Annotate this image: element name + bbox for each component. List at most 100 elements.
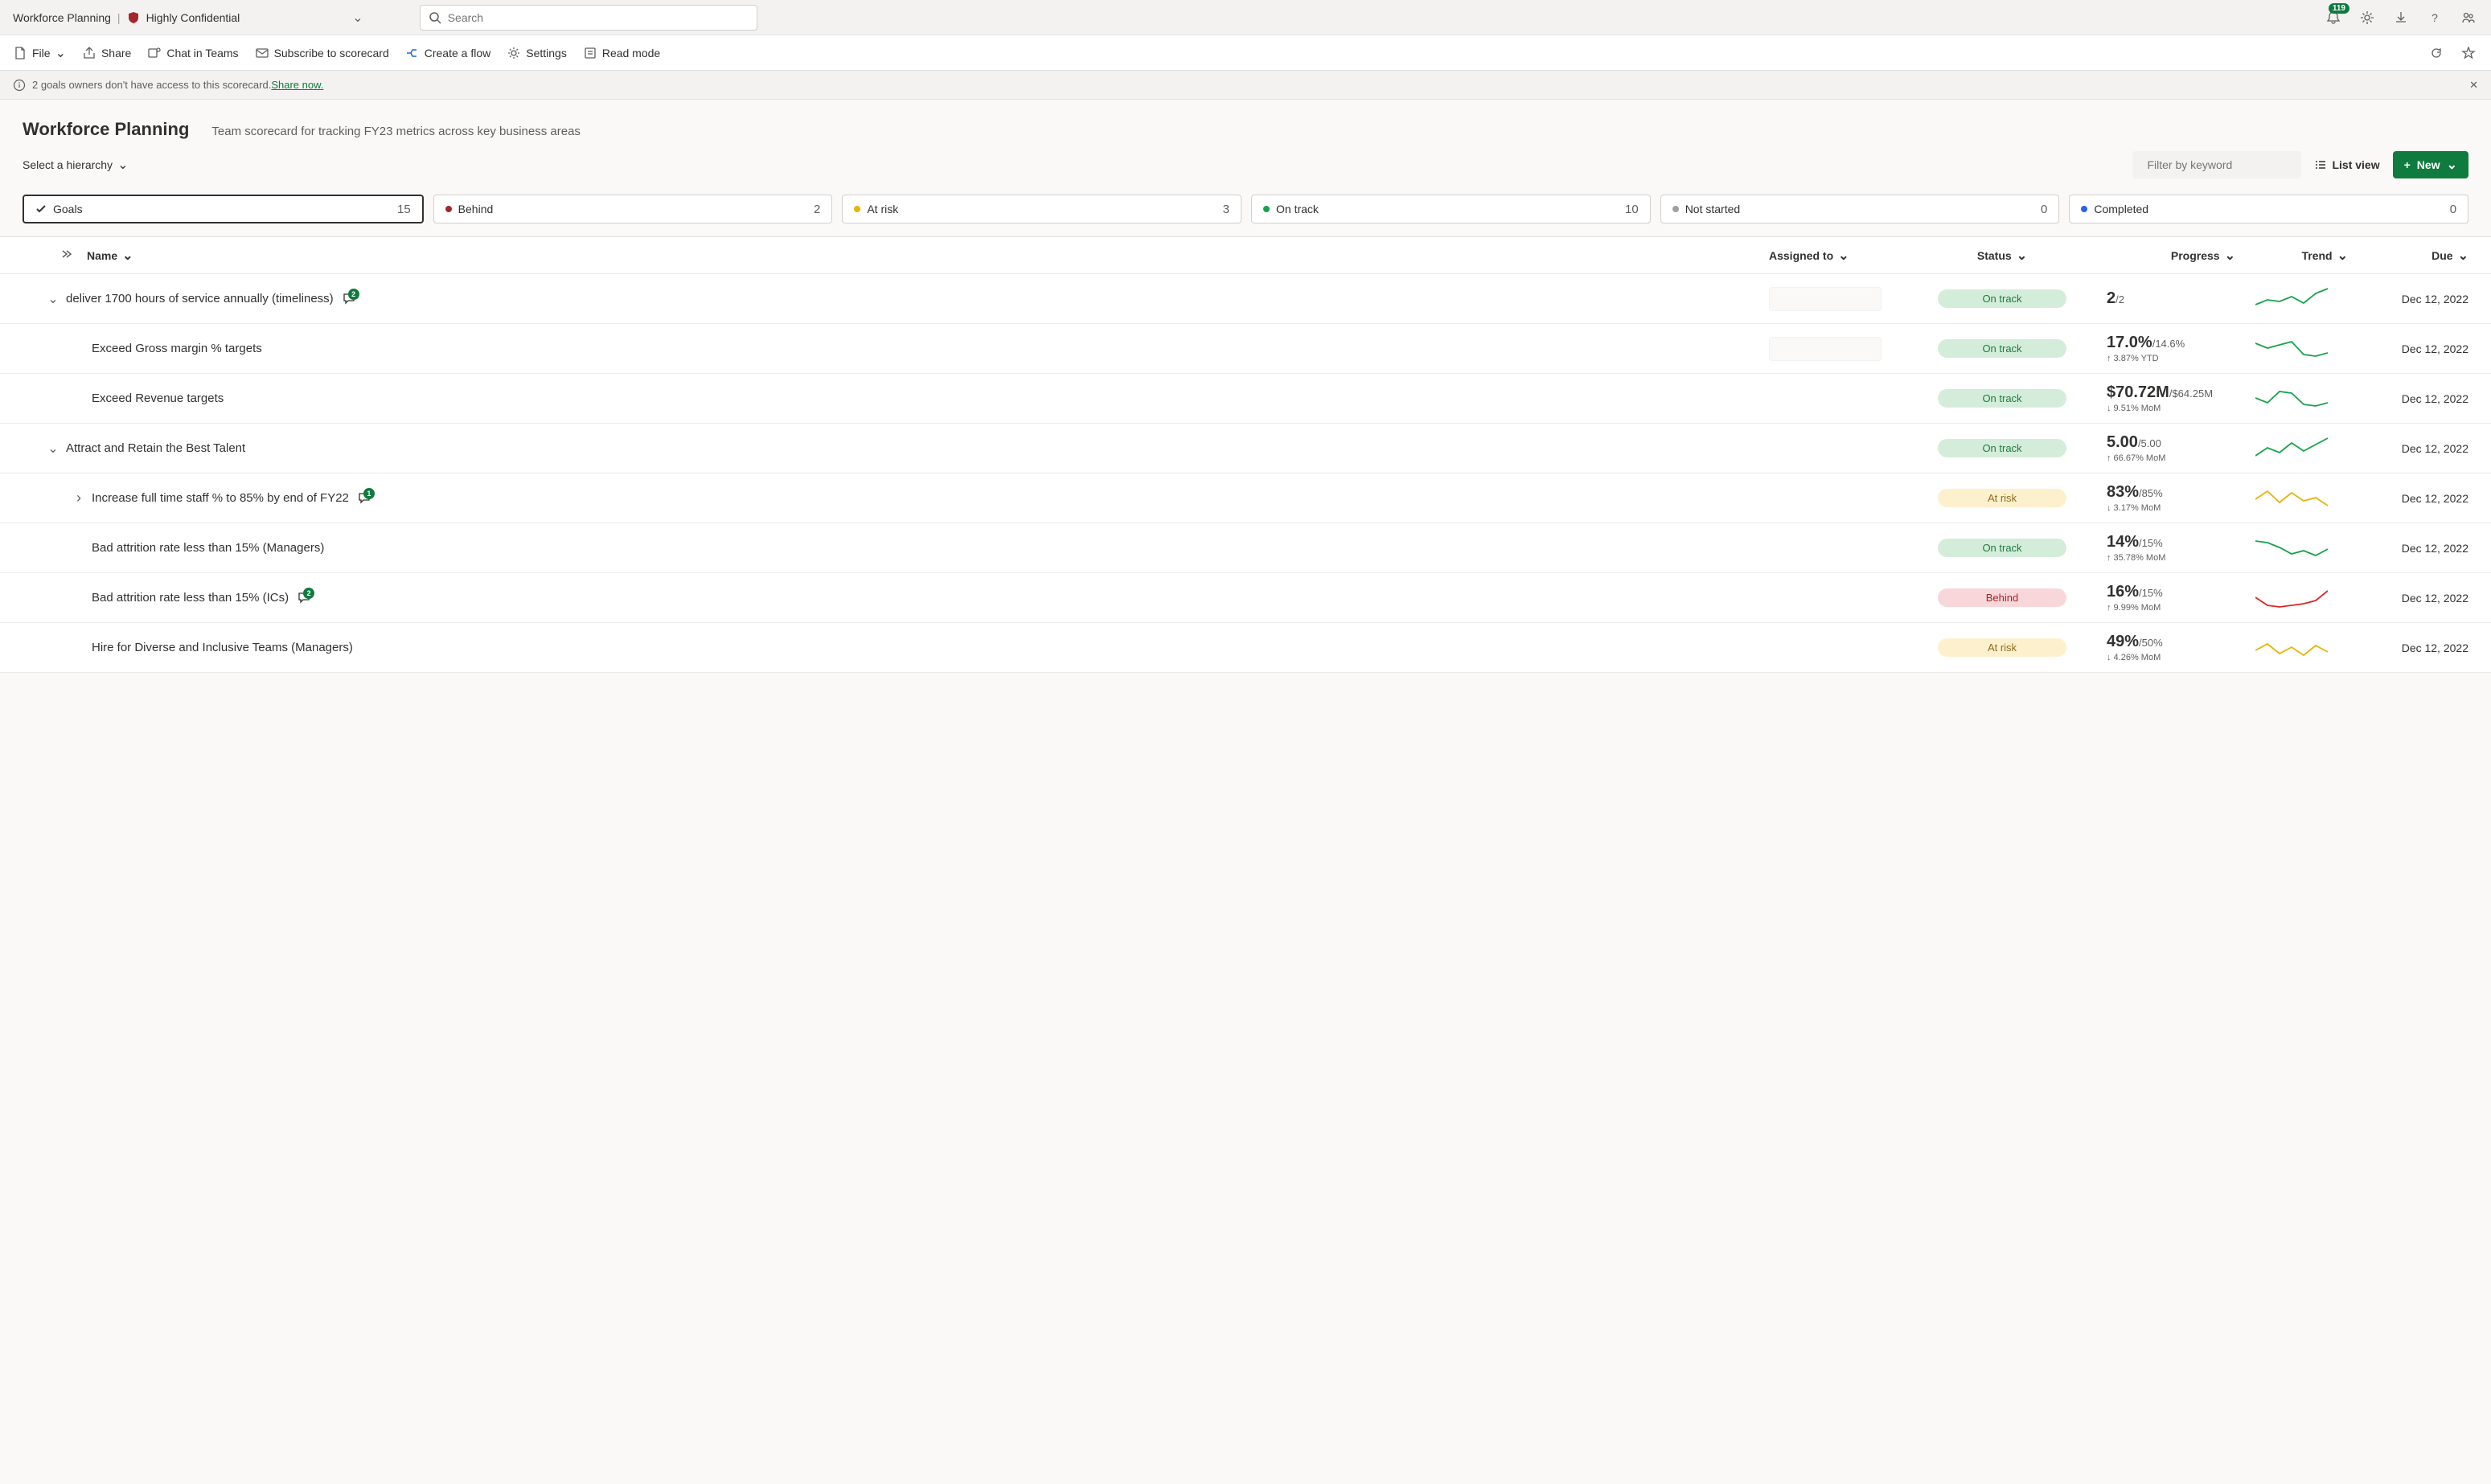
column-status[interactable]: Status <box>1922 248 2083 264</box>
search-input[interactable] <box>448 11 749 24</box>
status-card-behind[interactable]: Behind2 <box>433 195 833 223</box>
row-progress: 83%/85%↓ 3.17% MoM <box>2083 483 2235 513</box>
status-label-text: Behind <box>458 203 494 215</box>
progress-target: /85% <box>2139 487 2163 499</box>
status-label-text: On track <box>1276 203 1319 215</box>
search-box[interactable] <box>420 5 757 31</box>
table-row[interactable]: Exceed Revenue targetsOn track$70.72M/$6… <box>0 374 2491 424</box>
table-row[interactable]: Exceed Gross margin % targetsOn track17.… <box>0 324 2491 374</box>
sparkline <box>2255 536 2328 560</box>
settings-button[interactable] <box>2358 8 2377 27</box>
row-trend <box>2235 486 2348 510</box>
row-assigned <box>1769 287 1922 311</box>
filter-input[interactable] <box>2147 158 2292 171</box>
shield-icon <box>127 11 140 24</box>
status-label-text: At risk <box>867 203 898 215</box>
comment-badge[interactable]: 2 <box>297 591 311 605</box>
status-pill[interactable]: On track <box>1938 389 2066 408</box>
column-name[interactable]: Name <box>87 248 1769 264</box>
notifications-button[interactable]: 119 <box>2324 8 2343 27</box>
banner-close-button[interactable]: ✕ <box>2469 79 2478 92</box>
row-name-text[interactable]: Exceed Gross margin % targets <box>92 340 262 357</box>
status-card-at-risk[interactable]: At risk3 <box>842 195 1241 223</box>
row-name-text[interactable]: Increase full time staff % to 85% by end… <box>92 490 349 506</box>
file-menu[interactable]: File <box>13 45 66 61</box>
list-view-toggle[interactable]: List view <box>2314 158 2379 171</box>
read-mode-button[interactable]: Read mode <box>583 46 660 60</box>
status-pill[interactable]: On track <box>1938 289 2066 308</box>
row-trend <box>2235 437 2348 461</box>
row-progress: 14%/15%↑ 35.78% MoM <box>2083 533 2235 563</box>
status-card-on-track[interactable]: On track10 <box>1251 195 1651 223</box>
sparkline <box>2255 486 2328 510</box>
status-card-completed[interactable]: Completed0 <box>2069 195 2468 223</box>
row-due: Dec 12, 2022 <box>2348 642 2468 654</box>
command-bar: File Share Chat in Teams Subscribe to sc… <box>0 35 2491 71</box>
new-button[interactable]: + New <box>2393 151 2468 178</box>
progress-value: 16% <box>2107 583 2139 601</box>
avatar-placeholder[interactable] <box>1769 287 1882 311</box>
table-row[interactable]: deliver 1700 hours of service annually (… <box>0 274 2491 324</box>
row-expand-chevron[interactable] <box>40 441 66 457</box>
svg-text:?: ? <box>2431 11 2438 24</box>
banner-share-link[interactable]: Share now. <box>271 79 323 91</box>
refresh-button[interactable] <box>2427 43 2446 63</box>
table-row[interactable]: Bad attrition rate less than 15% (Manage… <box>0 523 2491 573</box>
row-name-text[interactable]: Hire for Diverse and Inclusive Teams (Ma… <box>92 639 353 656</box>
create-flow-button[interactable]: Create a flow <box>405 46 490 60</box>
table-row[interactable]: Attract and Retain the Best Talent On tra… <box>0 424 2491 473</box>
status-count: 0 <box>2041 203 2047 216</box>
chat-teams-button[interactable]: Chat in Teams <box>147 46 238 60</box>
subscribe-button[interactable]: Subscribe to scorecard <box>255 46 389 60</box>
row-progress: 49%/50%↓ 4.26% MoM <box>2083 633 2235 662</box>
status-card-not-started[interactable]: Not started 0 <box>1660 195 2060 223</box>
row-due: Dec 12, 2022 <box>2348 492 2468 505</box>
expand-all-button[interactable] <box>61 248 87 262</box>
table-row[interactable]: Increase full time staff % to 85% by end… <box>0 473 2491 523</box>
share-button[interactable]: Share <box>82 46 131 60</box>
sensitivity-chevron-icon[interactable] <box>352 10 363 26</box>
progress-delta: ↓ 3.17% MoM <box>2107 503 2235 513</box>
title-area: Workforce Planning Team scorecard for tr… <box>0 100 2491 188</box>
chevron-down-icon <box>117 157 128 173</box>
status-label-text: Not started <box>1685 203 1740 215</box>
status-pill[interactable]: Behind <box>1938 588 2066 607</box>
column-progress[interactable]: Progress <box>2083 248 2235 264</box>
column-assigned[interactable]: Assigned to <box>1769 248 1922 264</box>
status-pill[interactable]: On track <box>1938 339 2066 358</box>
row-expand-chevron[interactable] <box>40 291 66 307</box>
avatar-placeholder[interactable] <box>1769 337 1882 361</box>
table-row[interactable]: Bad attrition rate less than 15% (ICs) 2 B… <box>0 573 2491 623</box>
sparkline <box>2255 636 2328 660</box>
table-row[interactable]: Hire for Diverse and Inclusive Teams (Ma… <box>0 623 2491 673</box>
row-name-text[interactable]: Bad attrition rate less than 15% (ICs) <box>92 589 289 606</box>
status-pill[interactable]: At risk <box>1938 638 2066 657</box>
status-pill[interactable]: On track <box>1938 539 2066 557</box>
row-name-text[interactable]: Attract and Retain the Best Talent <box>66 440 245 457</box>
subscribe-icon <box>255 46 269 60</box>
breadcrumb-title[interactable]: Workforce Planning <box>13 11 111 24</box>
settings-command[interactable]: Settings <box>507 46 567 60</box>
row-name-text[interactable]: deliver 1700 hours of service annually (… <box>66 290 334 307</box>
hierarchy-select[interactable]: Select a hierarchy <box>23 157 128 173</box>
status-pill[interactable]: On track <box>1938 439 2066 457</box>
filter-box[interactable] <box>2132 151 2301 178</box>
download-button[interactable] <box>2391 8 2411 27</box>
row-name-text[interactable]: Bad attrition rate less than 15% (Manage… <box>92 539 324 556</box>
help-button[interactable]: ? <box>2425 8 2444 27</box>
status-card-goals[interactable]: Goals15 <box>23 195 424 223</box>
chevron-right-icon <box>76 490 81 506</box>
row-expand-chevron[interactable] <box>66 490 92 506</box>
row-name-text[interactable]: Exceed Revenue targets <box>92 390 224 407</box>
comment-badge[interactable]: 1 <box>357 491 371 506</box>
favorite-button[interactable] <box>2459 43 2478 63</box>
people-button[interactable] <box>2459 8 2478 27</box>
comment-badge[interactable]: 2 <box>342 292 356 306</box>
status-dot <box>1263 206 1270 212</box>
column-due[interactable]: Due <box>2348 248 2468 264</box>
status-pill[interactable]: At risk <box>1938 489 2066 507</box>
sensitivity-label[interactable]: Highly Confidential <box>146 11 240 24</box>
divider: | <box>117 11 121 24</box>
column-trend[interactable]: Trend <box>2235 248 2348 264</box>
sparkline <box>2255 387 2328 411</box>
